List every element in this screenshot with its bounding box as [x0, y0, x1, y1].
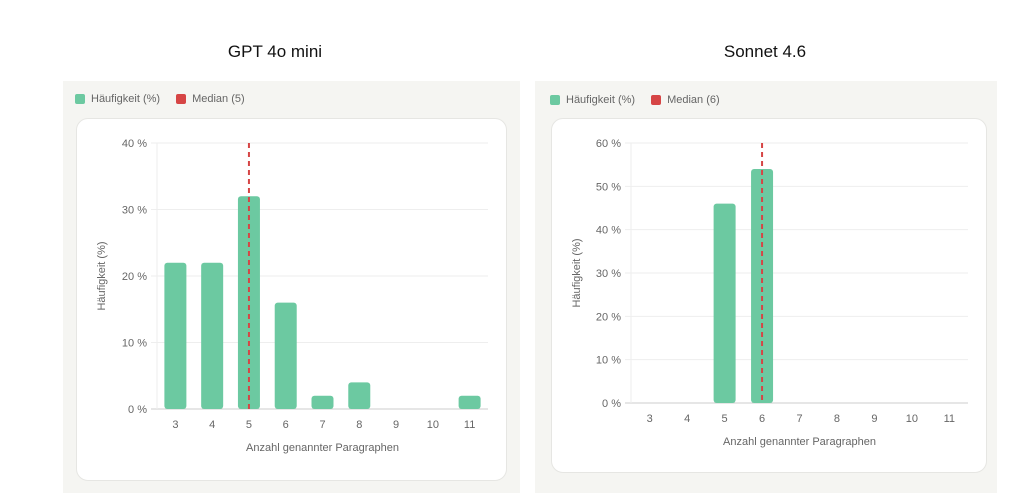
- x-tick-label: 5: [722, 413, 728, 425]
- y-tick-label: 10 %: [122, 338, 147, 350]
- legend-sonnet: Häufigkeit (%) Median (6): [550, 94, 720, 106]
- x-tick-label: 10: [427, 419, 439, 431]
- legend-swatch-median: [651, 95, 662, 105]
- legend-label-median: Median (6): [667, 94, 720, 106]
- legend-label-frequency: Häufigkeit (%): [566, 94, 636, 106]
- y-tick-label: 0 %: [128, 404, 147, 416]
- x-tick-label: 6: [283, 419, 289, 431]
- x-tick-label: 7: [319, 419, 325, 431]
- x-tick-label: 5: [246, 419, 252, 431]
- x-axis-label: Anzahl genannter Paragraphen: [723, 436, 876, 448]
- x-tick-label: 7: [796, 413, 802, 425]
- bar-4: [201, 262, 224, 409]
- x-tick-label: 10: [906, 413, 918, 425]
- y-tick-label: 60 %: [596, 138, 621, 150]
- x-tick-label: 4: [684, 413, 690, 425]
- x-tick-label: 9: [871, 413, 877, 425]
- x-tick-label: 8: [356, 419, 362, 431]
- chart-title-gpt: GPT 4o mini: [227, 42, 323, 61]
- x-tick-label: 11: [464, 419, 475, 431]
- x-tick-label: 6: [759, 413, 765, 425]
- y-tick-label: 20 %: [122, 271, 147, 283]
- bar-6: [274, 302, 297, 409]
- x-tick-label: 11: [944, 413, 955, 425]
- y-axis-label: Häufigkeit (%): [571, 238, 583, 307]
- bar-3: [164, 262, 187, 409]
- bar-5: [237, 196, 260, 409]
- chart-title-sonnet: Sonnet 4.6: [723, 42, 807, 61]
- bar-11: [458, 395, 481, 409]
- legend-gpt: Häufigkeit (%) Median (5): [75, 93, 245, 105]
- bar-6: [751, 169, 774, 403]
- y-tick-label: 30 %: [596, 268, 621, 280]
- y-tick-label: 50 %: [596, 181, 621, 193]
- x-tick-label: 9: [393, 419, 399, 431]
- y-tick-label: 30 %: [122, 205, 147, 217]
- x-tick-label: 3: [647, 413, 653, 425]
- legend-label-median: Median (5): [192, 93, 245, 105]
- y-tick-label: 40 %: [122, 138, 147, 150]
- y-axis-label: Häufigkeit (%): [96, 241, 108, 310]
- y-tick-label: 40 %: [596, 225, 621, 237]
- bar-7: [311, 395, 334, 409]
- legend-swatch-median: [176, 94, 187, 104]
- legend-label-frequency: Häufigkeit (%): [91, 93, 161, 105]
- bar-5: [713, 203, 736, 403]
- bar-8: [348, 382, 371, 409]
- y-tick-label: 0 %: [602, 398, 621, 410]
- x-tick-label: 8: [834, 413, 840, 425]
- y-tick-label: 10 %: [596, 355, 621, 367]
- y-tick-label: 20 %: [596, 311, 621, 323]
- x-tick-label: 3: [172, 419, 178, 431]
- x-axis-label: Anzahl genannter Paragraphen: [246, 442, 399, 454]
- x-tick-label: 4: [209, 419, 215, 431]
- legend-swatch-frequency: [550, 95, 560, 105]
- legend-swatch-frequency: [75, 94, 85, 104]
- chart-card-gpt: [76, 118, 507, 481]
